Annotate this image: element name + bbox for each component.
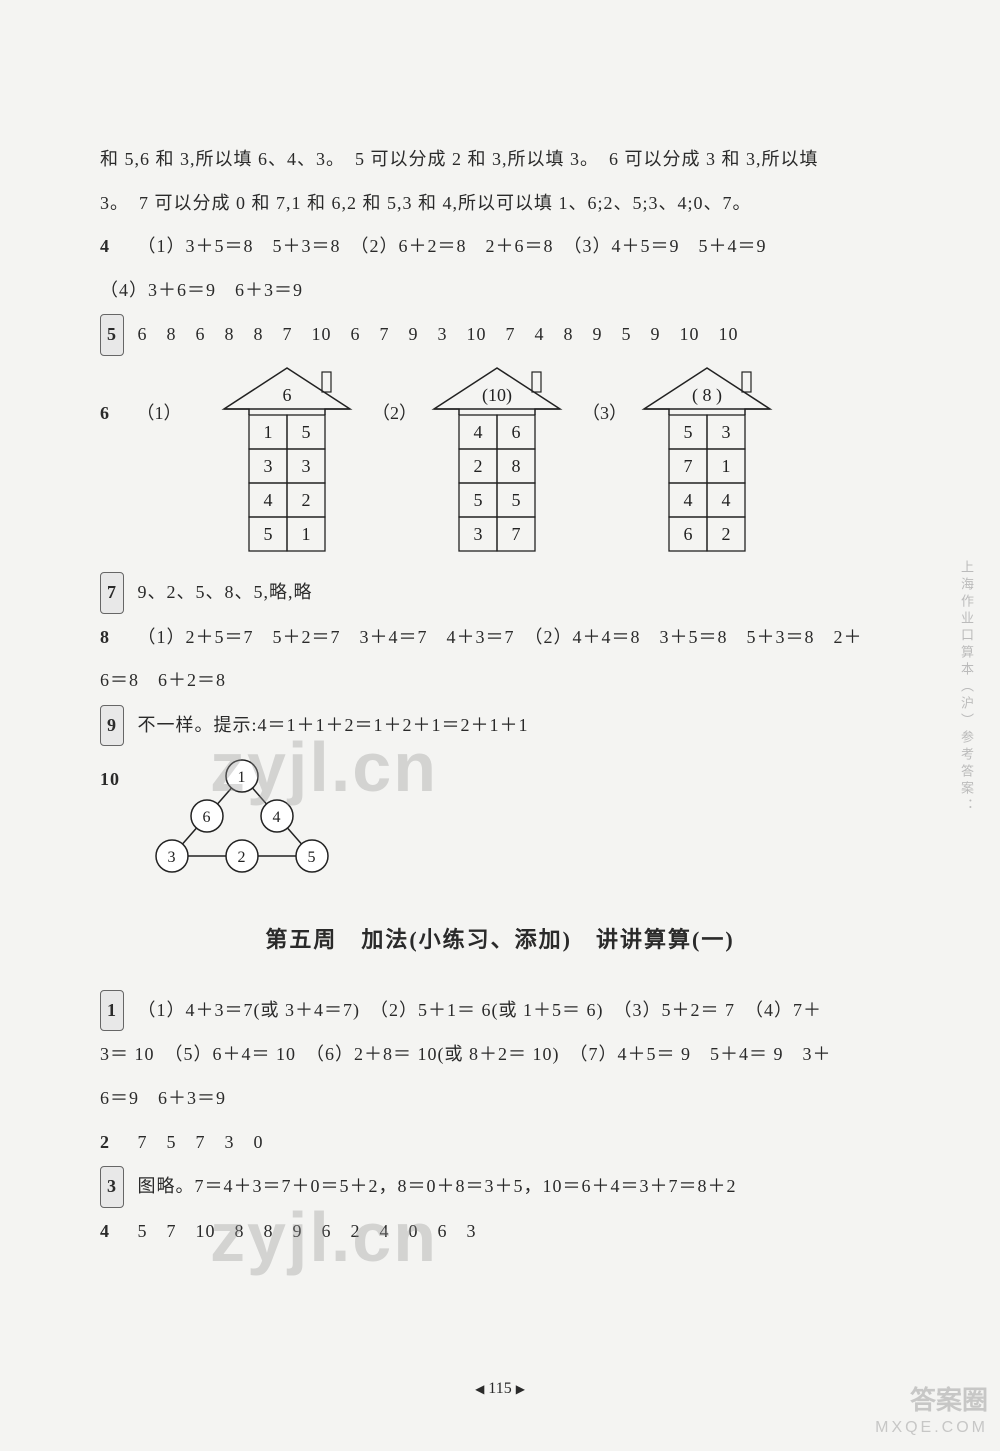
corner-brand: 答案圈 MXQE.COM [875, 1384, 988, 1439]
diamond-right-icon: ▶ [516, 1382, 525, 1396]
q10-number: 10 [100, 760, 124, 800]
corner-brand-top: 答案圈 [875, 1384, 988, 1418]
q8-number: 8 [100, 618, 124, 658]
svg-text:8: 8 [512, 456, 521, 476]
q9-number: 9 [100, 705, 124, 747]
q4-text-1: （1）3＋5＝8 5＋3＝8 （2）6＋2＝8 2＋6＝8 （3）4＋5＝9 5… [138, 236, 767, 256]
house-1-wrap: 6 （1） 615334251 [212, 364, 362, 554]
q6-part-2: （2） [372, 394, 417, 434]
s2q2-number: 2 [100, 1123, 124, 1163]
q6-number: 6 [100, 394, 124, 434]
s2q4-number: 4 [100, 1212, 124, 1252]
q4-line-1: 4 （1）3＋5＝8 5＋3＝8 （2）6＋2＝8 2＋6＝8 （3）4＋5＝9… [100, 227, 900, 267]
svg-text:6: 6 [512, 422, 521, 442]
svg-text:( 8 ): ( 8 ) [692, 385, 722, 406]
svg-text:1: 1 [302, 524, 311, 544]
svg-text:6: 6 [203, 809, 212, 826]
svg-text:3: 3 [474, 524, 483, 544]
q4-line-2: （4）3＋6＝9 6＋3＝9 [100, 271, 900, 311]
s2q3-number: 3 [100, 1166, 124, 1208]
svg-text:2: 2 [302, 490, 311, 510]
q10-line: 10 1 6 4 3 2 5 [100, 750, 900, 881]
svg-text:3: 3 [264, 456, 273, 476]
house-2-wrap: （2） (10)46285537 [422, 364, 572, 554]
house-3-svg: ( 8 ) 5 3 7 1 4 4 6 2 [632, 364, 782, 554]
s2q1-line-2: 3＝ 10 （5）6＋4＝ 10 （6）2＋8＝ 10(或 8＋2＝ 10) （… [100, 1035, 900, 1075]
s2q3-text: 图略。7＝4＋3＝7＋0＝5＋2，8＝0＋8＝3＋5，10＝6＋4＝3＋7＝8＋… [138, 1176, 737, 1196]
s2q3-line: 3 图略。7＝4＋3＝7＋0＝5＋2，8＝0＋8＝3＋5，10＝6＋4＝3＋7＝… [100, 1166, 900, 1208]
diamond-left-icon: ◀ [475, 1382, 484, 1396]
q9-text: 不一样。提示:4＝1＋1＋2＝1＋2＋1＝2＋1＋1 [138, 715, 529, 735]
svg-text:3: 3 [722, 422, 731, 442]
svg-text:2: 2 [238, 849, 247, 866]
q6-part-3: （3） [582, 394, 627, 434]
s2q1-number: 1 [100, 990, 124, 1032]
s2q2-line: 2 7 5 7 3 0 [100, 1123, 900, 1163]
svg-text:3: 3 [168, 849, 177, 866]
svg-text:7: 7 [512, 524, 521, 544]
svg-text:5: 5 [264, 524, 273, 544]
svg-text:6: 6 [684, 524, 693, 544]
q6-houses-row: 6 （1） 615334251 （2） (10)46285537 （3） ( 8… [212, 364, 900, 554]
svg-text:5: 5 [684, 422, 693, 442]
q9-line: 9 不一样。提示:4＝1＋1＋2＝1＋2＋1＝2＋1＋1 [100, 705, 900, 747]
s2q2-text: 7 5 7 3 0 [138, 1132, 264, 1152]
q8-line-1: 8 （1）2＋5＝7 5＋2＝7 3＋4＝7 4＋3＝7 （2）4＋4＝8 3＋… [100, 618, 900, 658]
s2q1-line-1: 1 （1）4＋3＝7(或 3＋4＝7) （2）5＋1＝ 6(或 1＋5＝ 6) … [100, 990, 900, 1032]
svg-text:4: 4 [264, 490, 273, 510]
svg-text:5: 5 [308, 849, 317, 866]
q8-text-1: （1）2＋5＝7 5＋2＝7 3＋4＝7 4＋3＝7 （2）4＋4＝8 3＋5＝… [138, 627, 863, 647]
s2q1-line-3: 6＝9 6＋3＝9 [100, 1079, 900, 1119]
svg-text:4: 4 [474, 422, 483, 442]
page-number: ◀ 115 ▶ [0, 1371, 1000, 1406]
q5-number: 5 [100, 314, 124, 356]
svg-text:4: 4 [273, 809, 282, 826]
q7-number: 7 [100, 572, 124, 614]
svg-text:1: 1 [264, 422, 273, 442]
q6-part-1: （1） [137, 403, 182, 423]
q6-number-wrap: 6 （1） [100, 394, 182, 434]
side-vertical-text: 上海作业口算本（沪）参考答案： [951, 560, 980, 815]
svg-text:(10): (10) [482, 385, 512, 406]
svg-text:1: 1 [722, 456, 731, 476]
svg-text:5: 5 [512, 490, 521, 510]
house-3-wrap: （3） ( 8 )53714462 [632, 364, 782, 554]
intro-line-1: 和 5,6 和 3,所以填 6、4、3。 5 可以分成 2 和 3,所以填 3。… [100, 140, 900, 180]
svg-text:5: 5 [302, 422, 311, 442]
svg-text:2: 2 [474, 456, 483, 476]
corner-brand-bot: MXQE.COM [875, 1418, 988, 1439]
q8-line-2: 6＝8 6＋2＝8 [100, 661, 900, 701]
q7-text: 9、2、5、8、5,略,略 [138, 582, 313, 602]
s2q4-line: 4 5 7 10 8 8 9 6 2 4 0 6 3 [100, 1212, 900, 1252]
q7-line: 7 9、2、5、8、5,略,略 [100, 572, 900, 614]
q10-triangle-svg: 1 6 4 3 2 5 [152, 756, 342, 881]
intro-line-2: 3。 7 可以分成 0 和 7,1 和 6,2 和 5,3 和 4,所以可以填 … [100, 184, 900, 224]
s2q4-text: 5 7 10 8 8 9 6 2 4 0 6 3 [138, 1221, 477, 1241]
svg-text:4: 4 [722, 490, 731, 510]
svg-text:5: 5 [474, 490, 483, 510]
svg-text:1: 1 [238, 769, 247, 786]
s2q1-text-1: （1）4＋3＝7(或 3＋4＝7) （2）5＋1＝ 6(或 1＋5＝ 6) （3… [138, 1000, 822, 1020]
page-number-value: 115 [488, 1380, 511, 1397]
svg-text:6: 6 [283, 385, 292, 405]
q4-number: 4 [100, 227, 124, 267]
svg-text:7: 7 [684, 456, 693, 476]
svg-text:4: 4 [684, 490, 693, 510]
q5-line: 5 6 8 6 8 8 7 10 6 7 9 3 10 7 4 8 9 5 9 … [100, 314, 900, 356]
q5-text: 6 8 6 8 8 7 10 6 7 9 3 10 7 4 8 9 5 9 10… [138, 324, 739, 344]
svg-text:3: 3 [302, 456, 311, 476]
svg-text:2: 2 [722, 524, 731, 544]
house-1-svg: 615334251 [212, 364, 362, 554]
house-2-svg: (10) 4 6 2 8 5 5 3 7 [422, 364, 572, 554]
section-title: 第五周 加法(小练习、添加) 讲讲算算(一) [100, 916, 900, 964]
